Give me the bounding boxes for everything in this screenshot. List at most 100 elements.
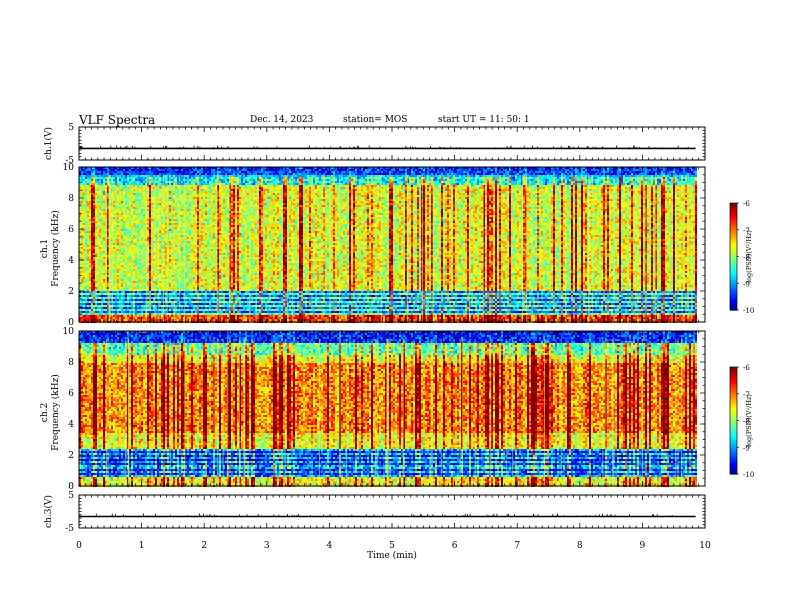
colorbar-band xyxy=(730,241,737,245)
colorbar-band xyxy=(730,228,737,232)
colorbar-band xyxy=(730,401,737,404)
colorbar-band xyxy=(730,307,737,311)
colorbar-band xyxy=(730,439,737,443)
colorbar-band xyxy=(730,394,737,398)
colorbar-band xyxy=(730,209,737,213)
ch3-voltage-ytick-label: -5 xyxy=(65,524,74,534)
colorbar-band xyxy=(730,396,737,400)
ch2-spectrogram-ytick-label: 2 xyxy=(68,451,74,461)
colorbar-band xyxy=(730,422,737,426)
colorbar-band xyxy=(730,377,737,381)
colorbar-band xyxy=(730,247,737,251)
colorbar-band xyxy=(730,282,737,285)
ch3-voltage-ylabel: ch.3(V) xyxy=(43,495,54,528)
ch1-spectrogram-yticks xyxy=(79,166,705,323)
ch2-spectrogram-ytick-label: 4 xyxy=(68,420,74,430)
xtick-label: 6 xyxy=(452,541,458,551)
colorbar-band xyxy=(730,452,737,456)
ch2-spectrogram-ytick-label: 0 xyxy=(68,482,74,492)
ch1-voltage-ylabel: ch.1(V) xyxy=(43,127,54,160)
ch1-spectrogram-cells xyxy=(81,177,697,323)
ch1-spectrogram-ytick-label: 2 xyxy=(68,287,74,297)
colorbar-band xyxy=(730,205,737,208)
ch3-voltage-xticks xyxy=(78,495,706,528)
ch2-spectrogram-ylabel: Frequency (kHz) xyxy=(50,374,61,451)
colorbar-band xyxy=(730,431,737,434)
colorbar-band xyxy=(730,418,737,422)
ch1-spectrogram-colorbar-label: log(PSD)(V²/Hz) xyxy=(745,230,753,283)
colorbar-band xyxy=(730,220,737,223)
ch1-spectrogram-cells xyxy=(79,167,697,315)
xtick-label: 10 xyxy=(699,541,711,551)
colorbar-band xyxy=(730,379,737,383)
ch3-voltage-spikes xyxy=(95,513,673,517)
ch2-spectrogram-colorbar xyxy=(729,366,739,475)
colorbar-band xyxy=(730,213,737,217)
colorbar-tick-label: -10 xyxy=(743,307,754,315)
colorbar-band xyxy=(730,303,737,307)
ch2-spectrogram-yticks xyxy=(79,330,705,487)
colorbar-band xyxy=(730,222,737,225)
colorbar-band xyxy=(730,288,737,292)
colorbar-band xyxy=(730,235,737,238)
colorbar-band xyxy=(730,299,737,303)
ch2-spectrogram-cells xyxy=(79,343,697,487)
ch2-spectrogram-ytick-label: 8 xyxy=(68,358,74,368)
colorbar-band xyxy=(730,301,737,305)
colorbar-band xyxy=(730,456,737,460)
date-label: Dec. 14, 2023 xyxy=(250,115,314,125)
colorbar-band xyxy=(730,290,737,294)
colorbar-band xyxy=(730,211,737,215)
colorbar-tick-label: -6 xyxy=(743,364,750,372)
ch1-voltage-ytick-label: 5 xyxy=(68,123,74,133)
colorbar-tick-label: -7 xyxy=(743,227,750,235)
colorbar-band xyxy=(730,444,737,447)
colorbar-band xyxy=(730,271,737,275)
ch1-spectrogram-cells xyxy=(79,167,697,315)
colorbar-tick-label: -7 xyxy=(743,391,750,399)
colorbar-band xyxy=(730,411,737,415)
colorbar-band xyxy=(730,237,737,240)
colorbar-band xyxy=(730,388,737,392)
colorbar-band xyxy=(730,414,737,417)
colorbar-band xyxy=(730,465,737,469)
colorbar-band xyxy=(730,273,737,277)
ch2-spectrogram-cells xyxy=(79,343,697,487)
ch1-spectrogram-colorbar xyxy=(729,202,739,311)
colorbar-band xyxy=(730,433,737,437)
colorbar-tick-label: -9 xyxy=(743,444,750,452)
colorbar-band xyxy=(730,203,737,206)
colorbar-band xyxy=(730,295,737,298)
colorbar-band xyxy=(730,467,737,471)
colorbar-tick-label: -8 xyxy=(743,418,750,426)
colorbar-band xyxy=(730,226,737,230)
colorbar-band xyxy=(730,369,737,372)
colorbar-band xyxy=(730,471,737,475)
colorbar-band xyxy=(730,256,737,260)
colorbar-band xyxy=(730,459,737,462)
colorbar-band xyxy=(730,258,737,262)
colorbar-band xyxy=(730,262,737,266)
colorbar-band xyxy=(730,437,737,441)
colorbar-band xyxy=(730,232,737,236)
ch1-spectrogram-cells xyxy=(79,177,697,321)
xtick-label: 8 xyxy=(577,541,583,551)
station-label: station= MOS xyxy=(343,115,408,125)
xtick-label: 3 xyxy=(264,541,270,551)
ch2-spectrogram-cells xyxy=(79,331,697,477)
colorbar-band xyxy=(730,392,737,396)
colorbar-band xyxy=(730,252,737,255)
ch1-spectrogram-xticks xyxy=(78,167,706,322)
ch1-spectrogram-ytick-label: 8 xyxy=(68,194,74,204)
colorbar-band xyxy=(730,217,737,221)
colorbar-band xyxy=(730,245,737,249)
ch2-spectrogram-ytick-label: 6 xyxy=(68,389,74,399)
colorbar-band xyxy=(730,305,737,309)
colorbar-band xyxy=(730,461,737,464)
colorbar-band xyxy=(730,446,737,449)
colorbar-band xyxy=(730,463,737,467)
colorbar-band xyxy=(730,277,737,281)
colorbar-band xyxy=(730,286,737,290)
colorbar-band xyxy=(730,407,737,411)
